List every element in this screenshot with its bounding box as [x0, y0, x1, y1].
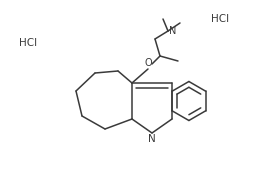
Text: HCl: HCl — [211, 14, 229, 24]
Text: O: O — [144, 58, 152, 68]
Text: N: N — [169, 26, 176, 36]
Text: N: N — [148, 134, 156, 144]
Text: HCl: HCl — [19, 38, 37, 48]
